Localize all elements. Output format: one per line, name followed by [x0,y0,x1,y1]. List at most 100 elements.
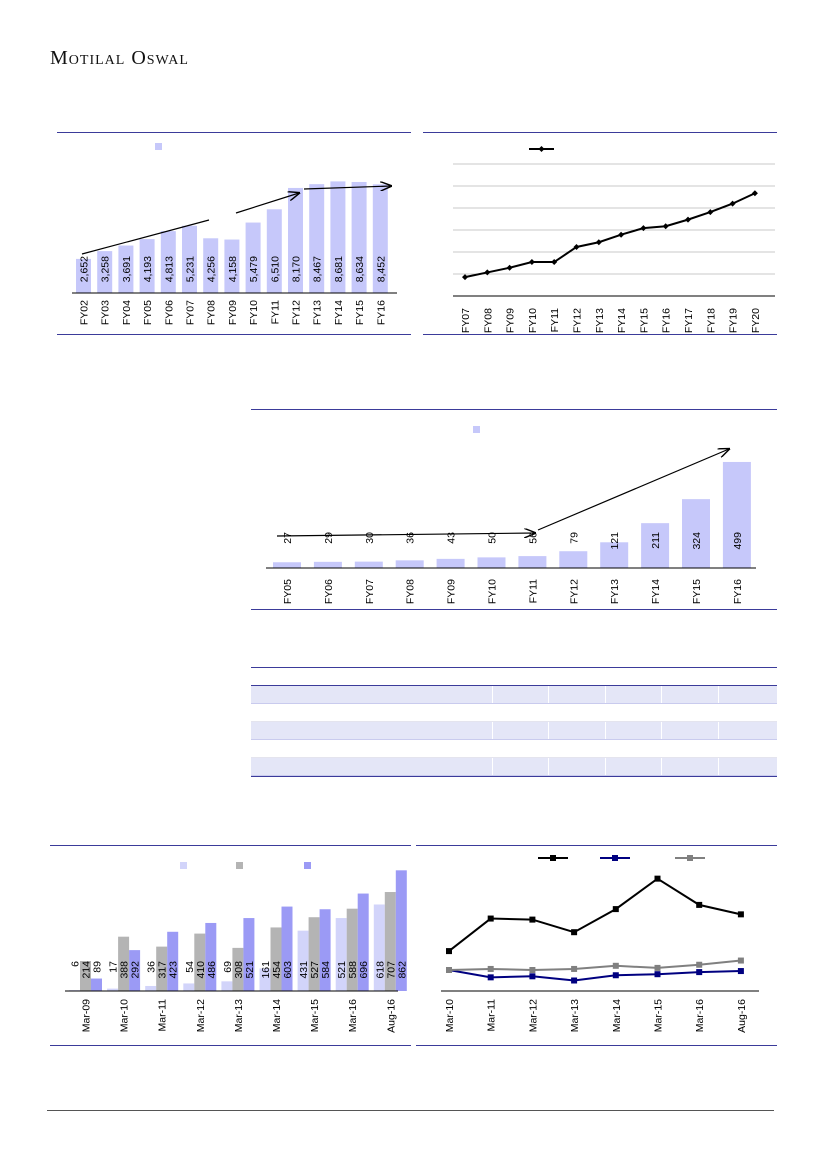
data-point [571,929,578,936]
chart-2-line: FY07 FY08 FY09 FY10 FY11 FY12 FY13 FY14 FY15 FY16… [453,146,775,333]
x-tick-label: FY08 [405,579,417,604]
x-tick-label: Mar-12 [527,999,539,1032]
x-tick-label: Mar-13 [233,999,245,1032]
data-point [707,209,714,216]
data-point [696,901,703,908]
bar-value-label: 521 [336,961,348,979]
bar-value-label: 4,256 [206,256,218,282]
bar-value-label: 696 [358,961,370,979]
table-top-rule [251,667,777,668]
data-point [487,974,494,981]
x-tick-label: Mar-13 [569,999,581,1032]
table-row [251,686,777,704]
bar-value-label: 8,634 [354,256,366,282]
x-tick-label: FY16 [732,579,744,604]
bar-value-label: 317 [157,961,169,979]
bar [221,981,233,991]
bar [107,988,119,991]
trend-arrow [276,533,535,536]
chart5-top-rule [416,845,777,846]
x-tick-label: Mar-10 [119,999,131,1032]
series-line [448,959,742,972]
data-point [446,967,452,973]
bar [118,936,130,991]
bar-value-label: 17 [108,961,120,973]
bar [335,918,347,991]
bar [395,870,407,991]
chart4-bottom-rule [50,1045,411,1046]
bar [309,184,325,293]
bar [266,209,282,293]
bar [559,551,588,568]
bar-value-label: 584 [320,961,332,979]
x-tick-label: FY05 [282,579,294,604]
bar [346,908,358,991]
x-tick-label: FY14 [650,579,662,604]
bar [245,222,261,293]
x-tick-label: FY11 [527,579,539,603]
data-point [612,906,619,913]
table-row [251,704,777,722]
x-tick-label: FY18 [705,308,717,333]
table-spacer [251,668,777,685]
legend-marker [687,855,693,861]
legend-marker [612,855,618,861]
bar-value-label: 707 [385,961,397,979]
bar [156,946,168,991]
chart5-bottom-rule [416,1045,777,1046]
x-tick-label: Mar-15 [653,999,665,1032]
data-point [506,264,513,271]
bar [259,968,271,991]
bar-value-label: 8,681 [333,256,345,282]
bar-value-label: 308 [233,961,245,979]
data-point [685,216,691,223]
legend-swatch [155,143,162,150]
series-line [448,969,741,982]
table-row [251,740,777,758]
bar [243,918,255,991]
data-point [737,911,744,918]
bar [308,917,320,991]
chart-4-grouped-bar: 6 214 89 Mar-09 17 388 292 Mar-10 36 317 423 Mar-11… [65,862,408,1033]
bar [722,461,751,568]
x-tick-label: FY12 [568,579,580,604]
x-tick-label: Mar-12 [195,999,207,1032]
bar-value-label: 36 [405,532,417,544]
x-tick-label: Mar-09 [81,999,93,1032]
x-tick-label: FY07 [460,308,472,333]
bar [139,239,155,293]
x-tick-label: FY07 [185,300,197,325]
data-point [618,231,625,238]
x-tick-label: FY13 [594,308,606,333]
bar [600,542,629,568]
chart-1-bar: 2,652 FY02 3,258 FY03 3,691 FY04 4,193 FY05 4,81… [72,143,397,325]
data-point [529,973,536,980]
x-tick-label: FY06 [323,579,335,604]
bar-value-label: 50 [487,532,499,544]
x-tick-label: FY14 [616,308,628,333]
bar-value-label: 29 [323,532,335,544]
x-tick-label: FY10 [527,308,539,333]
data-table [251,667,777,777]
bar-value-label: 8,467 [312,256,324,282]
data-point [751,190,758,197]
bar-value-label: 8,170 [291,256,303,282]
data-point [737,968,744,975]
x-tick-label: Aug-16 [736,999,748,1033]
chart-5-line: Mar-10 Mar-11 Mar-12 Mar-13 Mar-14 Mar-15 Mar-… [441,855,759,1033]
bar [330,181,346,293]
x-tick-label: FY09 [505,308,517,333]
bar [145,985,157,991]
bar [224,239,240,293]
bar [313,561,342,568]
bar [351,181,367,293]
bar-value-label: 3,258 [100,256,112,282]
bar [518,556,547,568]
bar [129,950,141,991]
bar [270,927,282,991]
legend-swatch [180,862,187,869]
data-point [729,200,736,207]
legend-marker [538,146,545,152]
data-point [551,259,558,266]
bar-value-label: 5,479 [248,256,260,282]
